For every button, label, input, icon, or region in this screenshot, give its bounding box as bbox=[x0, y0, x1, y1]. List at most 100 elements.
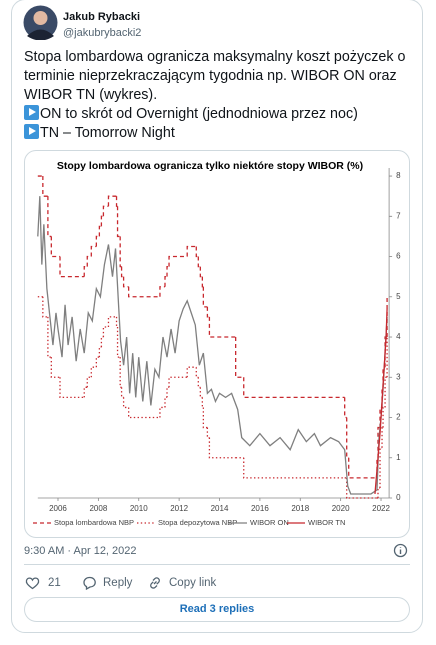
like-icon[interactable] bbox=[25, 576, 40, 590]
step-segment bbox=[86, 255, 92, 267]
step-segment bbox=[382, 406, 386, 428]
step-segment bbox=[202, 407, 208, 429]
step-segment bbox=[107, 316, 117, 327]
step-segment bbox=[120, 266, 124, 278]
author-name[interactable]: Jakub Rybacki bbox=[63, 11, 141, 23]
step-segment bbox=[119, 357, 122, 388]
chart-image[interactable]: Stopy lombardowa ogranicza tylko niektór… bbox=[24, 150, 410, 538]
step-segment bbox=[128, 286, 160, 298]
step-segment bbox=[42, 176, 48, 197]
step-segment bbox=[346, 477, 349, 499]
step-segment bbox=[346, 417, 349, 459]
step-segment bbox=[42, 296, 48, 318]
x-tick-label: 2022 bbox=[372, 504, 390, 513]
tweet-text: TN – Tomorrow Night bbox=[40, 125, 175, 141]
step-segment bbox=[201, 397, 204, 409]
x-tick-label: 2020 bbox=[332, 504, 350, 513]
x-tick-label: 2006 bbox=[49, 504, 67, 513]
tweet-text: ON to skrót od Overnight (jednodniowa pr… bbox=[40, 106, 358, 122]
series-line bbox=[374, 308, 388, 495]
read-replies-button[interactable]: Read 3 replies bbox=[24, 597, 410, 622]
step-segment bbox=[50, 357, 61, 378]
step-segment bbox=[166, 386, 170, 398]
step-segment bbox=[90, 366, 97, 378]
step-segment bbox=[98, 225, 102, 237]
x-tick-label: 2008 bbox=[89, 504, 107, 513]
step-segment bbox=[115, 316, 118, 328]
step-segment bbox=[199, 387, 203, 399]
step-segment bbox=[115, 196, 118, 207]
step-segment bbox=[199, 266, 203, 278]
y-tick-label: 6 bbox=[396, 252, 401, 261]
legend-label: Stopa lombardowa NBP bbox=[54, 518, 134, 527]
step-segment bbox=[128, 407, 160, 419]
step-segment bbox=[122, 276, 129, 288]
avatar[interactable] bbox=[23, 5, 58, 40]
step-segment bbox=[195, 367, 199, 378]
step-segment bbox=[59, 377, 85, 399]
step-segment bbox=[381, 426, 384, 448]
x-tick-label: 2012 bbox=[170, 504, 188, 513]
author-handle[interactable]: @jakubrybacki2 bbox=[63, 27, 142, 39]
step-segment bbox=[166, 265, 170, 277]
step-segment bbox=[95, 356, 100, 368]
step-segment bbox=[201, 276, 204, 288]
step-segment bbox=[197, 256, 201, 268]
step-segment bbox=[206, 306, 210, 318]
y-tick-label: 7 bbox=[396, 211, 401, 220]
legend-label: WIBOR ON bbox=[250, 518, 289, 527]
step-segment bbox=[202, 286, 208, 308]
y-tick-label: 0 bbox=[396, 493, 401, 502]
tweet-text: Stopa lombardowa ogranicza maksymalny ko… bbox=[24, 49, 406, 103]
step-segment bbox=[348, 457, 377, 479]
info-icon[interactable] bbox=[393, 543, 408, 558]
step-segment bbox=[59, 256, 85, 278]
step-segment bbox=[208, 437, 236, 459]
step-segment bbox=[384, 376, 388, 408]
step-segment bbox=[159, 406, 165, 418]
tweet-card bbox=[11, 0, 423, 633]
step-segment bbox=[120, 387, 124, 399]
step-segment bbox=[107, 195, 117, 207]
step-segment bbox=[168, 376, 188, 388]
step-segment bbox=[344, 397, 347, 419]
step-segment bbox=[235, 337, 244, 378]
reply-button[interactable]: Reply bbox=[103, 577, 133, 589]
step-segment bbox=[119, 236, 122, 268]
step-segment bbox=[83, 386, 88, 398]
step-segment bbox=[50, 236, 61, 258]
step-segment bbox=[243, 457, 345, 479]
legend-label: WIBOR TN bbox=[308, 518, 345, 527]
tweet-text: ON to skrót od Overnight (jednodniowa pr… bbox=[24, 105, 358, 124]
legend-label: Stopa depozytowa NBP bbox=[158, 518, 237, 527]
step-segment bbox=[116, 206, 121, 238]
y-tick-label: 2 bbox=[396, 413, 401, 422]
step-segment bbox=[186, 245, 197, 257]
like-count[interactable]: 21 bbox=[48, 577, 61, 589]
y-tick-label: 5 bbox=[396, 292, 401, 301]
step-segment bbox=[102, 205, 109, 217]
y-tick-label: 3 bbox=[396, 372, 401, 381]
chart-title: Stopy lombardowa ogranicza tylko niektór… bbox=[57, 160, 363, 172]
step-segment bbox=[168, 255, 188, 267]
step-segment bbox=[195, 246, 199, 258]
step-segment bbox=[122, 397, 129, 409]
step-segment bbox=[208, 316, 236, 338]
chart: Stopy lombardowa ogranicza tylko niektór… bbox=[33, 160, 401, 527]
copy-link-button[interactable]: Copy link bbox=[169, 577, 217, 589]
step-segment bbox=[164, 396, 168, 408]
step-segment bbox=[98, 346, 102, 358]
y-tick-label: 4 bbox=[396, 332, 401, 341]
link-icon[interactable] bbox=[147, 575, 163, 591]
step-segment bbox=[243, 377, 345, 399]
x-tick-label: 2014 bbox=[211, 504, 229, 513]
step-segment bbox=[90, 245, 97, 257]
step-segment bbox=[102, 326, 109, 338]
step-segment bbox=[100, 336, 104, 348]
step-segment bbox=[164, 276, 168, 287]
step-segment bbox=[159, 286, 165, 297]
x-tick-label: 2010 bbox=[130, 504, 148, 513]
reply-icon[interactable] bbox=[82, 576, 97, 590]
timestamp[interactable]: 9:30 AM · Apr 12, 2022 bbox=[24, 545, 137, 557]
step-segment bbox=[86, 376, 92, 388]
